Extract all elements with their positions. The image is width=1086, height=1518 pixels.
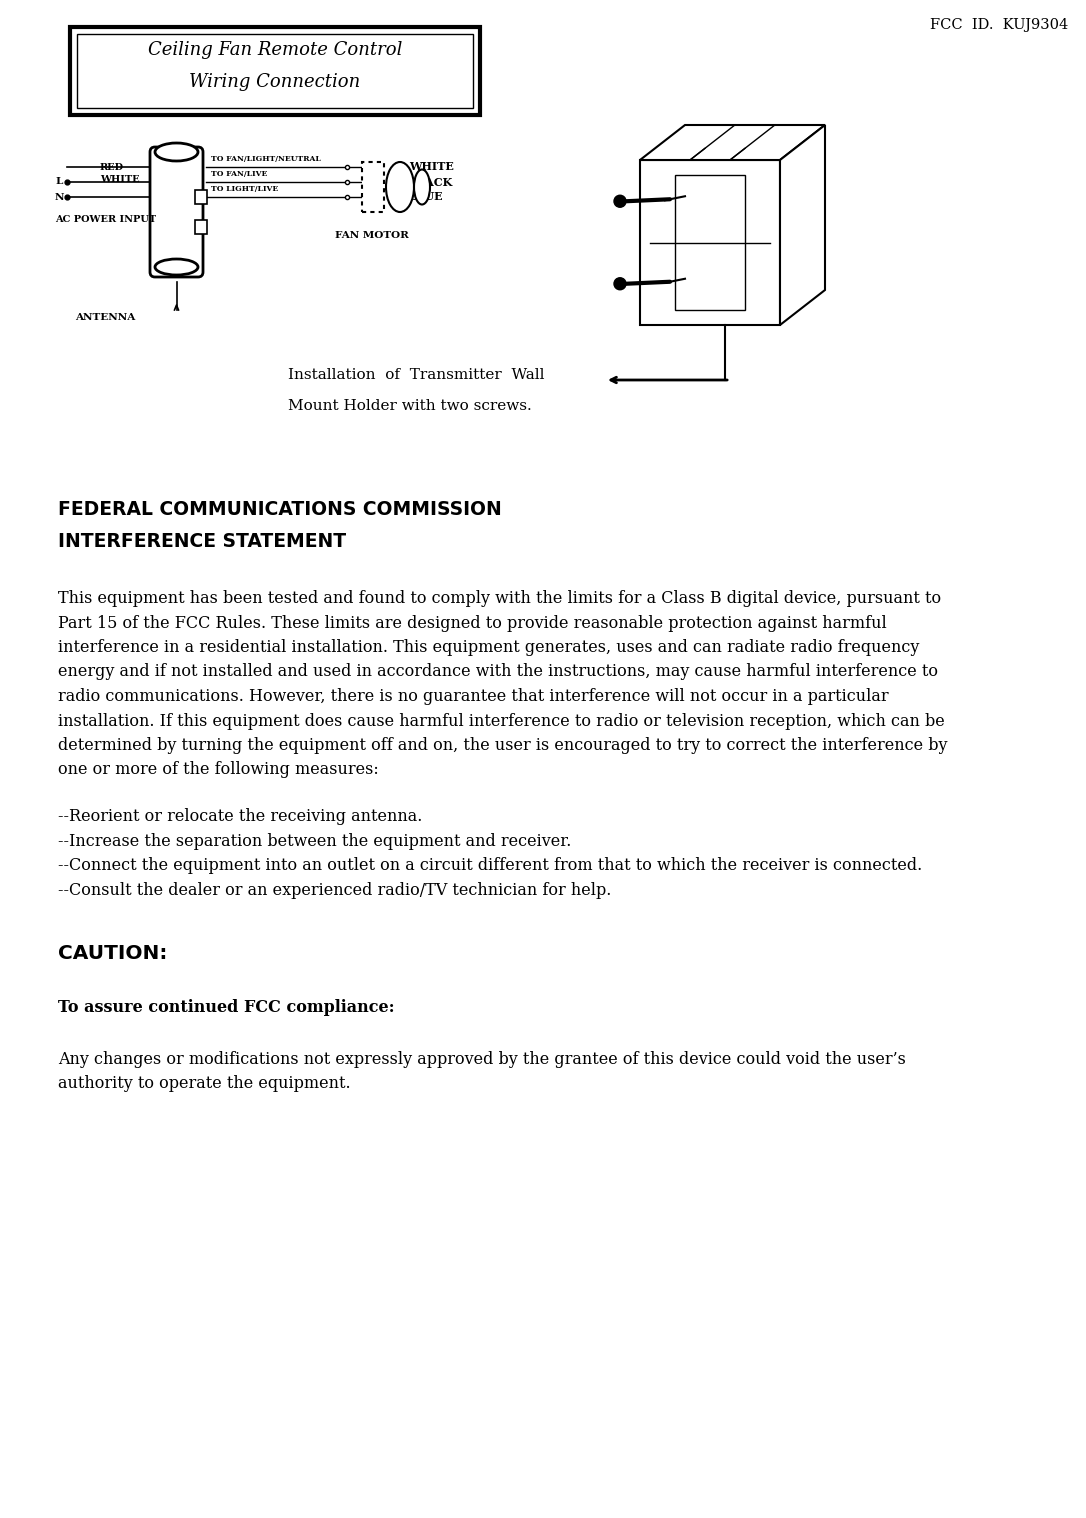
FancyBboxPatch shape <box>150 147 203 276</box>
Text: To assure continued FCC compliance:: To assure continued FCC compliance: <box>58 999 394 1016</box>
Text: AC POWER INPUT: AC POWER INPUT <box>55 216 156 225</box>
Text: CAUTION:: CAUTION: <box>58 944 167 962</box>
Text: WHITE: WHITE <box>409 161 454 173</box>
Text: N: N <box>55 193 64 202</box>
Ellipse shape <box>155 143 198 161</box>
Text: TO FAN/LIVE: TO FAN/LIVE <box>211 170 267 178</box>
Text: --Connect the equipment into an outlet on a circuit different from that to which: --Connect the equipment into an outlet o… <box>58 858 922 874</box>
Bar <box>77 33 473 108</box>
Bar <box>675 175 745 310</box>
Text: radio communications. However, there is no guarantee that interference will not : radio communications. However, there is … <box>58 688 888 704</box>
Text: TO LIGHT/LIVE: TO LIGHT/LIVE <box>211 185 278 193</box>
Text: This equipment has been tested and found to comply with the limits for a Class B: This equipment has been tested and found… <box>58 591 942 607</box>
Text: Any changes or modifications not expressly approved by the grantee of this devic: Any changes or modifications not express… <box>58 1050 906 1069</box>
Text: ANTENNA: ANTENNA <box>75 314 136 322</box>
Text: authority to operate the equipment.: authority to operate the equipment. <box>58 1075 351 1093</box>
Text: L: L <box>55 178 62 187</box>
Ellipse shape <box>414 170 430 205</box>
Text: BLACK: BLACK <box>409 176 453 188</box>
Text: Wiring Connection: Wiring Connection <box>189 73 361 91</box>
Text: FCC  ID.  KUJ9304: FCC ID. KUJ9304 <box>930 18 1068 32</box>
Text: BLUE: BLUE <box>409 191 443 202</box>
Text: FEDERAL COMMUNICATIONS COMMISSION: FEDERAL COMMUNICATIONS COMMISSION <box>58 499 502 519</box>
Ellipse shape <box>386 162 414 213</box>
Text: interference in a residential installation. This equipment generates, uses and c: interference in a residential installati… <box>58 639 920 656</box>
Bar <box>70 27 480 115</box>
Text: installation. If this equipment does cause harmful interference to radio or tele: installation. If this equipment does cau… <box>58 712 945 730</box>
Text: Mount Holder with two screws.: Mount Holder with two screws. <box>288 399 532 413</box>
Polygon shape <box>640 124 825 159</box>
Text: --Reorient or relocate the receiving antenna.: --Reorient or relocate the receiving ant… <box>58 808 422 824</box>
Text: TO FAN/LIGHT/NEUTRAL: TO FAN/LIGHT/NEUTRAL <box>211 155 320 162</box>
Text: one or more of the following measures:: one or more of the following measures: <box>58 762 379 779</box>
Bar <box>195 190 207 203</box>
Text: --Consult the dealer or an experienced radio/TV technician for help.: --Consult the dealer or an experienced r… <box>58 882 611 899</box>
Text: --Increase the separation between the equipment and receiver.: --Increase the separation between the eq… <box>58 832 571 850</box>
Text: RED: RED <box>100 162 124 172</box>
Text: determined by turning the equipment off and on, the user is encouraged to try to: determined by turning the equipment off … <box>58 738 947 754</box>
Text: Part 15 of the FCC Rules. These limits are designed to provide reasonable protec: Part 15 of the FCC Rules. These limits a… <box>58 615 887 631</box>
Text: Installation  of  Transmitter  Wall: Installation of Transmitter Wall <box>288 367 544 383</box>
Circle shape <box>614 278 626 290</box>
Bar <box>362 162 384 213</box>
Text: energy and if not installed and used in accordance with the instructions, may ca: energy and if not installed and used in … <box>58 663 938 680</box>
Text: WHITE: WHITE <box>100 176 140 185</box>
Circle shape <box>614 196 626 208</box>
Polygon shape <box>780 124 825 325</box>
Text: INTERFERENCE STATEMENT: INTERFERENCE STATEMENT <box>58 531 346 551</box>
Text: Ceiling Fan Remote Control: Ceiling Fan Remote Control <box>148 41 402 59</box>
Ellipse shape <box>155 260 198 275</box>
Bar <box>195 220 207 234</box>
Bar <box>640 159 780 325</box>
Text: FAN MOTOR: FAN MOTOR <box>336 231 409 240</box>
